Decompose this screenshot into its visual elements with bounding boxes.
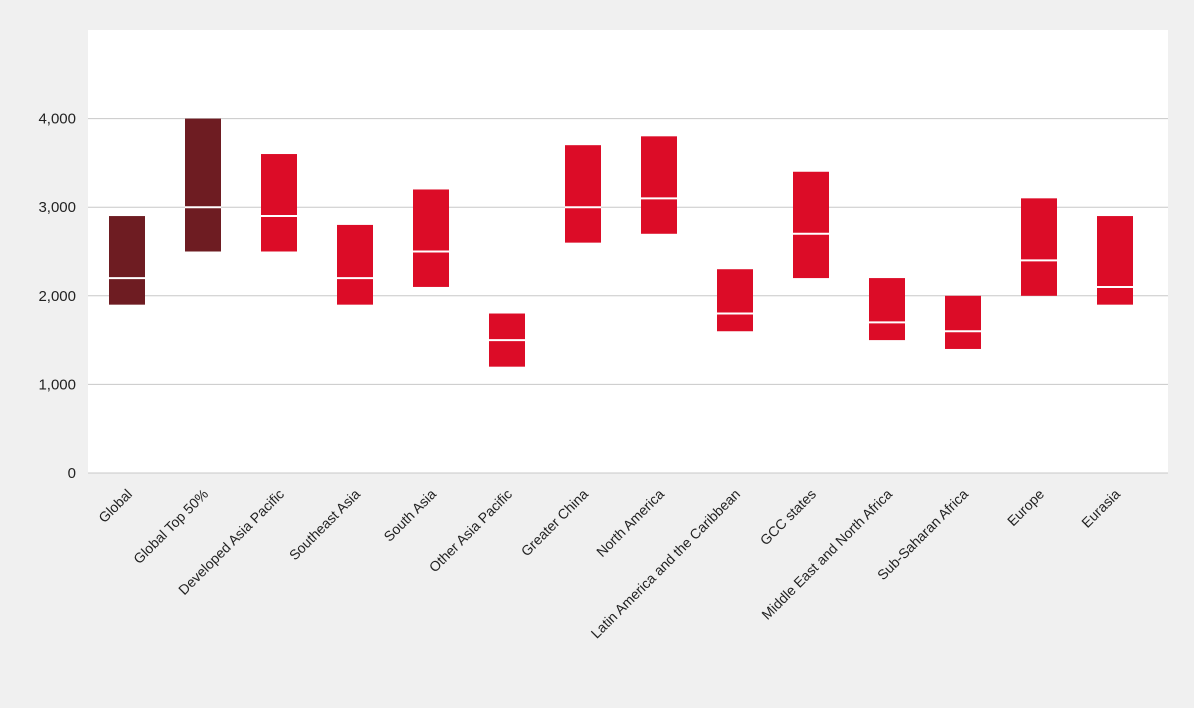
range-bar — [1021, 198, 1057, 296]
x-tick-label: Southeast Asia — [286, 486, 364, 564]
range-bar — [717, 269, 753, 332]
x-tick-label: Middle East and North Africa — [758, 486, 895, 623]
range-bar — [869, 278, 905, 341]
range-bar — [945, 295, 981, 349]
range-bar — [109, 216, 145, 305]
y-tick-label: 3,000 — [38, 199, 76, 216]
range-bar — [413, 189, 449, 287]
x-tick-label: Eurasia — [1078, 486, 1123, 531]
y-tick-label: 1,000 — [38, 376, 76, 393]
x-tick-label: North America — [593, 486, 667, 560]
y-tick-label: 4,000 — [38, 111, 76, 128]
range-bar — [1097, 216, 1133, 305]
range-bar — [793, 171, 829, 279]
x-tick-label: Global Top 50% — [130, 486, 211, 567]
x-tick-label: South Asia — [380, 486, 439, 545]
x-tick-label: Latin America and the Caribbean — [588, 486, 744, 642]
y-tick-label: 0 — [68, 465, 76, 482]
range-bar — [337, 224, 373, 305]
range-bar — [185, 118, 221, 252]
x-tick-label: GCC states — [757, 486, 819, 548]
y-tick-label: 2,000 — [38, 288, 76, 305]
range-bar — [261, 154, 297, 252]
x-tick-label: Europe — [1004, 486, 1047, 529]
x-tick-label: Other Asia Pacific — [426, 486, 515, 575]
x-tick-label: Global — [95, 486, 135, 526]
x-tick-label: Greater China — [518, 486, 592, 560]
range-bar — [641, 136, 677, 234]
range-bar — [565, 145, 601, 243]
plot-area — [88, 30, 1168, 473]
